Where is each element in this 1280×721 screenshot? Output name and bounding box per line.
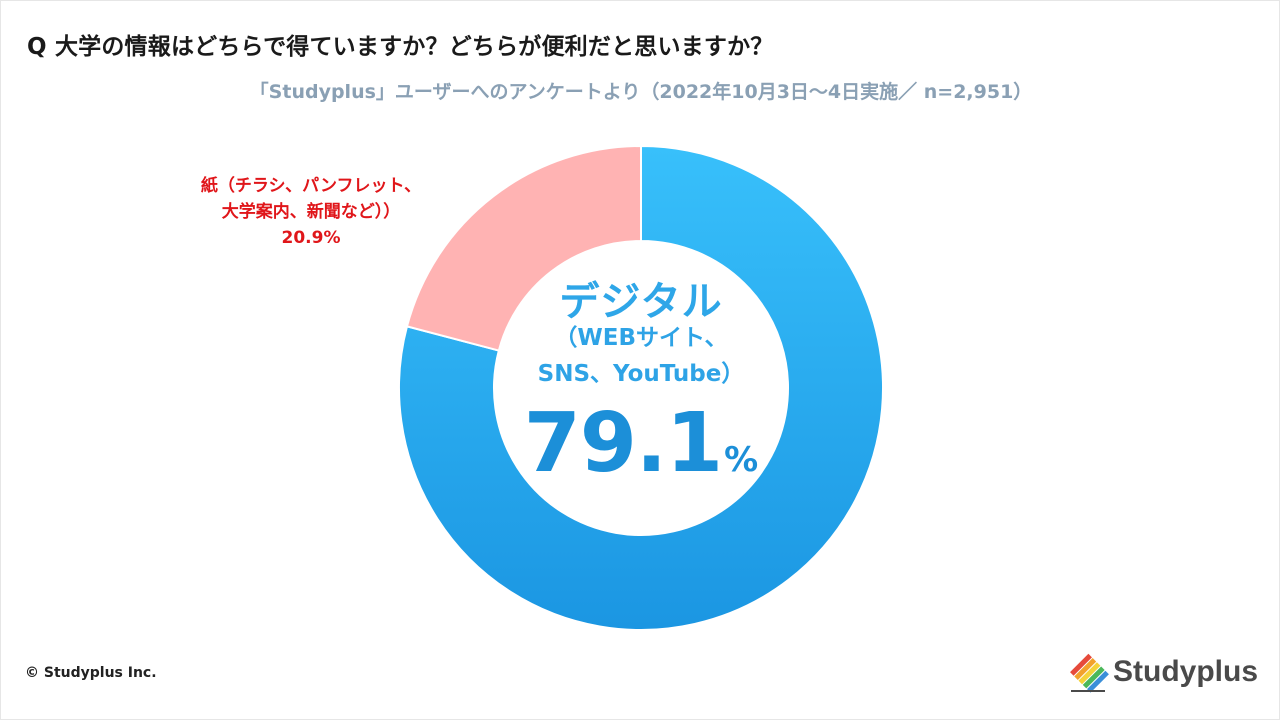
digital-title: デジタル <box>559 279 723 325</box>
studyplus-logo: Studyplus <box>1065 651 1265 695</box>
digital-subtitle-line1: （WEBサイト、 <box>554 325 728 351</box>
donut-slices <box>398 144 884 631</box>
donut-slice-paper <box>405 144 642 352</box>
digital-value-label: 79.1% <box>441 396 841 491</box>
donut-slice-digital <box>398 144 884 631</box>
copyright-text: © Studyplus Inc. <box>25 665 157 681</box>
digital-subtitle-line2: SNS、YouTube） <box>537 361 745 387</box>
logo-text: Studyplus <box>1113 655 1259 688</box>
paper-label-line1: 紙（チラシ、パンフレット、 <box>200 176 422 196</box>
digital-value-unit: % <box>724 440 759 480</box>
pencil-stripes-icon <box>1070 653 1109 693</box>
page-title: Q 大学の情報はどちらで得ていますか？どちらが便利だと思いますか？ <box>27 34 774 60</box>
page-subtitle: 「Studyplus」ユーザーへのアンケートより（2022年10月3日〜4日実施… <box>249 81 1033 103</box>
paper-value-label: 20.9% <box>281 228 341 248</box>
digital-value-number: 79.1 <box>523 396 723 491</box>
paper-label-line2: 大学案内、新聞など）） <box>221 202 401 222</box>
